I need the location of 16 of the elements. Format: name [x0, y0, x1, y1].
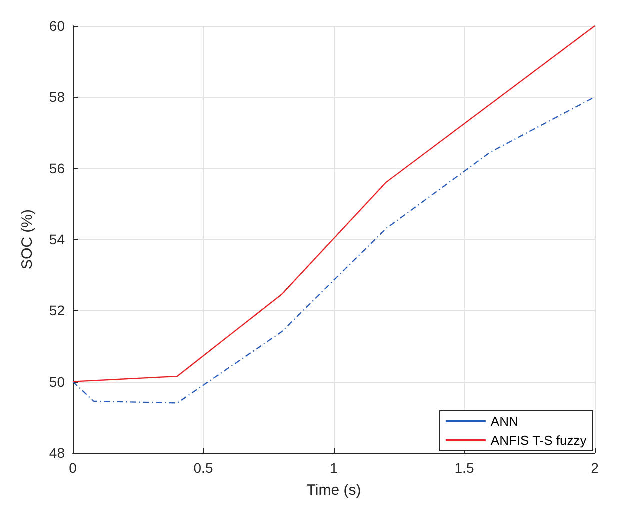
x-tick-label: 0.5 [194, 460, 214, 476]
x-tick-label: 2 [591, 460, 600, 476]
y-tick-label: 58 [49, 89, 66, 106]
x-axis-title: Time (s) [306, 482, 362, 499]
y-tick-label: 60 [49, 18, 66, 34]
y-tick-label: 54 [49, 232, 66, 248]
legend-label: ANFIS T-S fuzzy [490, 433, 588, 448]
y-axis-title: SOC (%) [19, 209, 36, 270]
y-tick-label: 50 [49, 374, 66, 390]
y-tick-label: 48 [49, 445, 66, 461]
x-tick-label: 0 [69, 460, 78, 476]
legend-label: ANN [490, 414, 518, 429]
y-tick-label: 56 [49, 160, 66, 176]
x-tick-label: 1.5 [454, 460, 474, 476]
x-tick-label: 1 [330, 460, 338, 476]
y-tick-label: 52 [49, 302, 66, 319]
